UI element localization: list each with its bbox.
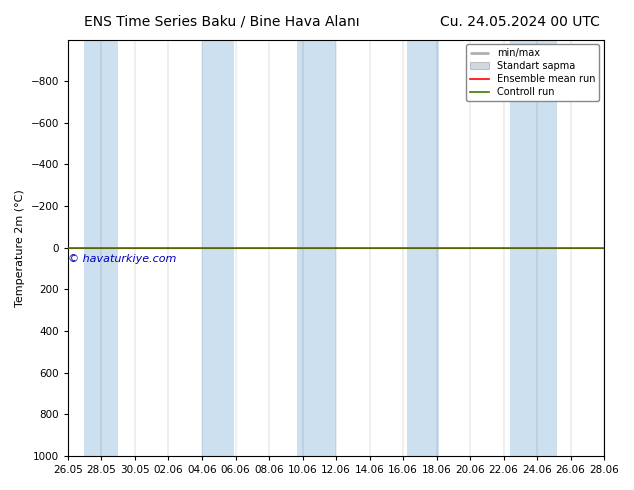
Bar	[297, 40, 336, 456]
Legend: min/max, Standart sapma, Ensemble mean run, Controll run: min/max, Standart sapma, Ensemble mean r…	[466, 45, 599, 101]
Text: ENS Time Series Baku / Bine Hava Alanı: ENS Time Series Baku / Bine Hava Alanı	[84, 15, 359, 29]
Bar	[84, 40, 119, 456]
Text: Cu. 24.05.2024 00 UTC: Cu. 24.05.2024 00 UTC	[440, 15, 600, 29]
Text: © havaturkiye.com: © havaturkiye.com	[68, 254, 176, 264]
Bar	[407, 40, 439, 456]
Bar	[202, 40, 233, 456]
Y-axis label: Temperature 2m (°C): Temperature 2m (°C)	[15, 189, 25, 307]
Bar	[510, 40, 557, 456]
